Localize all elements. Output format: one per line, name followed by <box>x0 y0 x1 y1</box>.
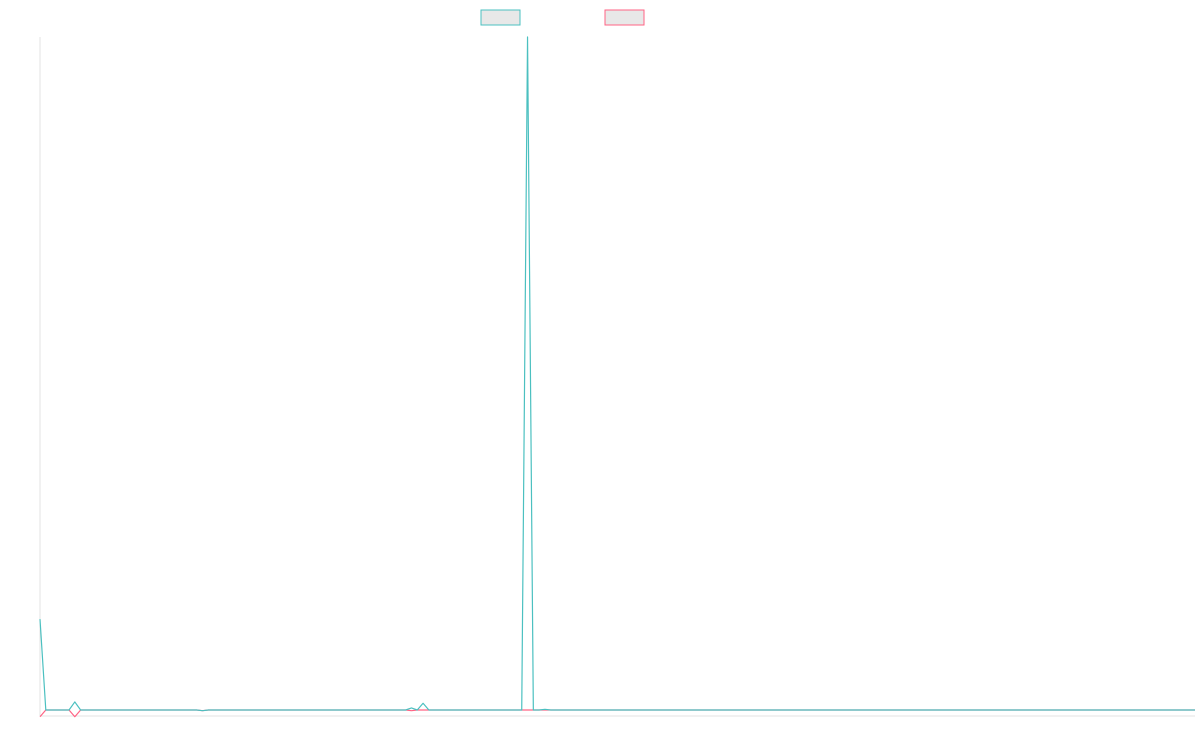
series-line-1 <box>39 36 1195 712</box>
series-layer <box>39 36 1195 718</box>
legend <box>480 9 645 26</box>
axes <box>39 37 1195 717</box>
legend-swatch-1[interactable] <box>480 9 521 26</box>
legend-swatch-2[interactable] <box>604 9 645 26</box>
